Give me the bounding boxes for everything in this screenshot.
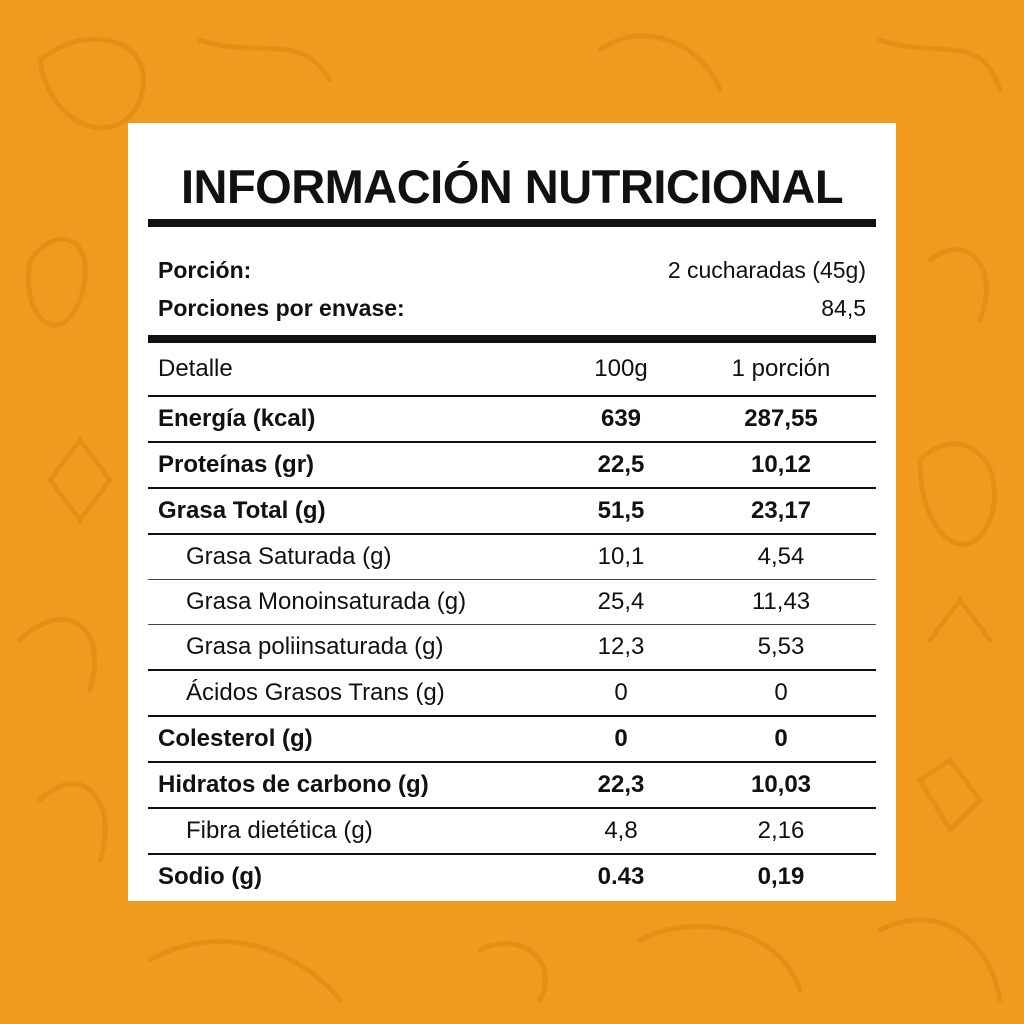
row-value-portion: 0 <box>774 725 788 752</box>
row-label: Fibra dietética (g) <box>186 817 373 844</box>
header-portion: 1 porción <box>731 355 831 382</box>
row-divider <box>148 395 876 397</box>
page-title: INFORMACIÓN NUTRICIONAL <box>180 160 844 213</box>
row-divider <box>148 807 876 809</box>
row-divider <box>148 533 876 535</box>
row-value-100g: 0 <box>614 725 628 752</box>
table-row: Grasa Saturada (g) 10,1 4,54 <box>148 535 876 579</box>
row-label: Colesterol (g) <box>158 725 313 752</box>
row-label: Grasa Saturada (g) <box>186 543 392 570</box>
row-divider <box>148 441 876 443</box>
row-value-100g: 0 <box>614 679 628 706</box>
row-label: Energía (kcal) <box>158 405 316 432</box>
row-value-portion: 287,55 <box>744 405 818 432</box>
table-row: Colesterol (g) 0 0 <box>148 717 876 761</box>
table-row: Grasa poliinsaturada (g) 12,3 5,53 <box>148 625 876 669</box>
row-value-100g: 51,5 <box>597 497 645 524</box>
table-header: Detalle 100g 1 porción <box>148 343 876 395</box>
row-divider <box>148 761 876 763</box>
row-label: Grasa Total (g) <box>158 497 326 524</box>
row-value-100g: 0.43 <box>597 863 645 890</box>
row-value-portion: 2,16 <box>757 817 805 844</box>
row-value-portion: 4,54 <box>757 543 805 570</box>
header-100g: 100g <box>594 355 648 382</box>
row-value-portion: 11,43 <box>751 588 811 615</box>
table-row: Proteínas (gr) 22,5 10,12 <box>148 443 876 487</box>
row-divider <box>148 487 876 489</box>
table-row: Energía (kcal) 639 287,55 <box>148 397 876 441</box>
row-value-portion: 23,17 <box>750 497 812 524</box>
per-pack-row: Porciones por envase: 84,5 <box>158 289 866 327</box>
row-value-100g: 639 <box>600 405 642 432</box>
row-label: Sodio (g) <box>158 863 262 890</box>
nutrition-panel: INFORMACIÓN NUTRICIONAL Porción: 2 cucha… <box>128 123 896 901</box>
table-row: Sodio (g) 0.43 0,19 <box>148 855 876 899</box>
table-row: Ácidos Grasos Trans (g) 0 0 <box>148 671 876 715</box>
table-row: Grasa Monoinsaturada (g) 25,4 11,43 <box>148 580 876 624</box>
per-pack-label: Porciones por envase: <box>158 294 405 321</box>
portion-row: Porción: 2 cucharadas (45g) <box>158 251 866 289</box>
row-label: Grasa Monoinsaturada (g) <box>186 588 467 615</box>
row-label: Hidratos de carbono (g) <box>158 771 429 798</box>
row-divider <box>148 579 876 580</box>
row-value-100g: 25,4 <box>597 588 645 615</box>
row-label: Grasa poliinsaturada (g) <box>186 633 444 660</box>
nutrition-table: Detalle 100g 1 porción Energía (kcal) 639… <box>148 343 876 899</box>
row-value-portion: 10,03 <box>750 771 812 798</box>
row-value-100g: 22,3 <box>597 771 645 798</box>
row-value-100g: 22,5 <box>597 451 645 478</box>
table-row: Grasa Total (g) 51,5 23,17 <box>148 489 876 533</box>
portion-value: 2 cucharadas (45g) <box>667 256 866 283</box>
table-row: Hidratos de carbono (g) 22,3 10,03 <box>148 763 876 807</box>
row-value-100g: 4,8 <box>604 817 638 844</box>
row-divider <box>148 669 876 671</box>
serving-info: Porción: 2 cucharadas (45g) Porciones po… <box>148 227 876 335</box>
header-detail: Detalle <box>158 355 233 382</box>
serving-divider <box>148 335 876 343</box>
row-divider <box>148 853 876 855</box>
row-label: Ácidos Grasos Trans (g) <box>186 679 445 706</box>
title-divider <box>148 219 876 227</box>
row-value-portion: 0,19 <box>757 863 805 890</box>
row-label: Proteínas (gr) <box>158 451 315 478</box>
portion-label: Porción: <box>158 256 252 283</box>
row-value-portion: 10,12 <box>750 451 812 478</box>
row-value-100g: 12,3 <box>597 633 645 660</box>
row-value-100g: 10,1 <box>597 543 645 570</box>
row-value-portion: 0 <box>774 679 788 706</box>
row-divider <box>148 624 876 625</box>
row-divider <box>148 715 876 717</box>
row-value-portion: 5,53 <box>757 633 805 660</box>
per-pack-value: 84,5 <box>821 294 866 321</box>
table-row: Fibra dietética (g) 4,8 2,16 <box>148 809 876 853</box>
